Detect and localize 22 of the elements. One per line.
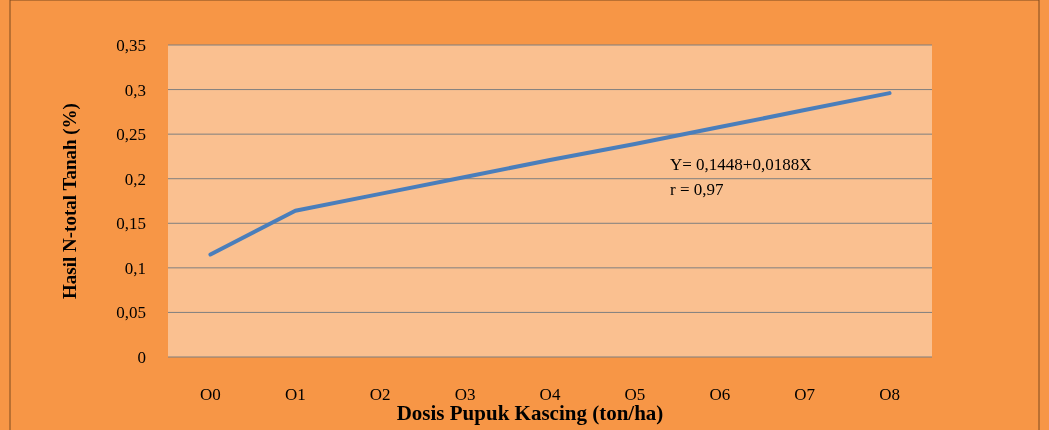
- x-tick-label: O5: [624, 385, 646, 404]
- x-tick-label: O8: [879, 385, 900, 404]
- x-tick-label: O3: [454, 385, 476, 404]
- y-tick-label: 0,1: [124, 258, 146, 278]
- x-tick-label: O4: [539, 385, 561, 404]
- y-tick-label: 0,3: [124, 80, 146, 100]
- x-tick-label: O7: [794, 385, 816, 404]
- y-axis-title: Hasil N-total Tanah (%): [59, 103, 81, 299]
- y-tick-label: 0: [137, 347, 146, 367]
- y-tick-label: 0,35: [116, 35, 146, 55]
- y-tick-label: 0,25: [116, 125, 146, 145]
- y-tick-label: 0,15: [116, 214, 146, 234]
- x-tick-label: O1: [284, 385, 306, 404]
- y-tick-label: 0,05: [116, 303, 146, 323]
- line-series: [208, 91, 892, 257]
- y-tick-label: 0,2: [124, 169, 146, 189]
- annotation: Y= 0,1448+0,0188X: [670, 155, 812, 174]
- x-tick-label: O0: [200, 385, 221, 404]
- x-tick-label: O2: [369, 385, 391, 404]
- x-tick-label: O6: [709, 385, 731, 404]
- x-axis-title: Dosis Pupuk Kascing (ton/ha): [396, 401, 664, 425]
- annotation: r = 0,97: [670, 180, 724, 199]
